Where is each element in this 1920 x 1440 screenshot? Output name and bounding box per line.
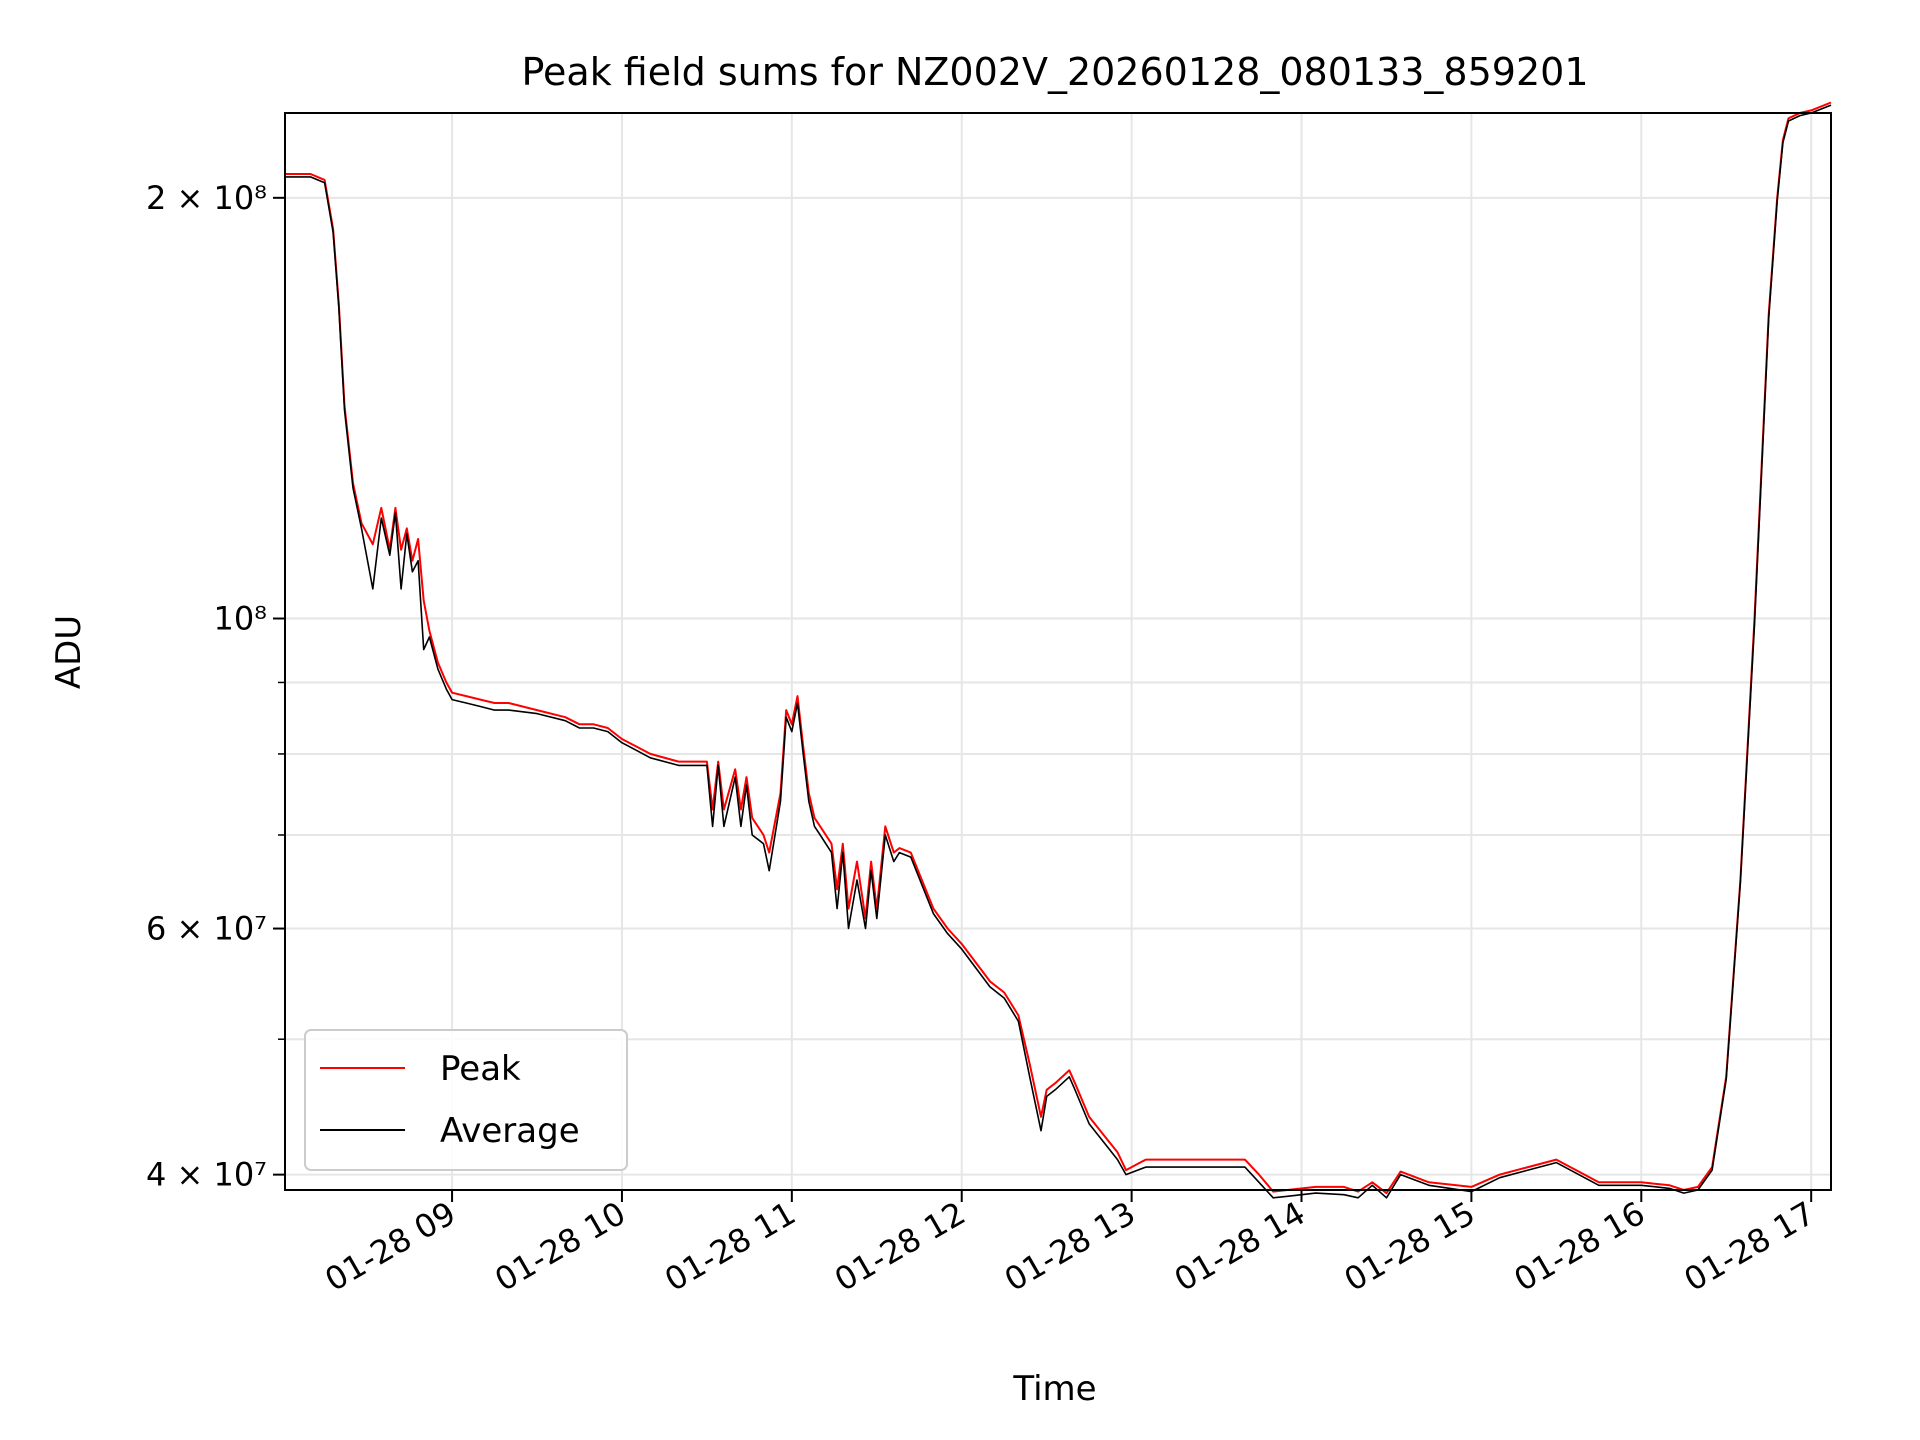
legend-label-average: Average bbox=[440, 1111, 580, 1151]
series-line-average bbox=[285, 104, 1832, 1199]
series-line-peak bbox=[285, 101, 1832, 1195]
legend-label-peak: Peak bbox=[440, 1049, 521, 1089]
legend: Peak Average bbox=[304, 1029, 628, 1171]
legend-box bbox=[304, 1029, 628, 1171]
y-tick-label: 4 × 10⁷ bbox=[146, 1156, 267, 1194]
y-axis: 4 × 10⁷ 6 × 10⁷ 10⁸ 2 × 10⁸ bbox=[146, 179, 285, 1194]
x-axis-label: Time bbox=[1012, 1369, 1096, 1409]
grid bbox=[285, 113, 1831, 1190]
plot-frame bbox=[284, 112, 1832, 1191]
y-tick-label: 10⁸ bbox=[213, 600, 267, 638]
y-axis-label: ADU bbox=[49, 615, 89, 689]
chart-title: Peak field sums for NZ002V_20260128_0801… bbox=[521, 50, 1588, 94]
series-group bbox=[285, 101, 1832, 1199]
y-tick-label: 2 × 10⁸ bbox=[146, 179, 267, 217]
y-tick-label: 6 × 10⁷ bbox=[146, 910, 267, 948]
